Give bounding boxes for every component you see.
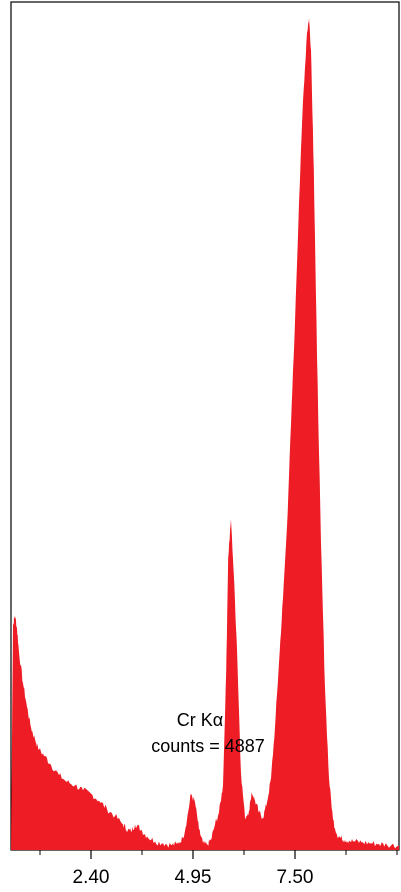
annotation-line-2: counts = 4887 (151, 736, 265, 756)
x-tick-label: 7.50 (277, 867, 314, 888)
series-area (11, 18, 399, 850)
x-tick-label: 4.95 (175, 867, 212, 888)
x-tick-label: 2.40 (73, 867, 110, 888)
annotation-line-1: Cr Kα (177, 710, 223, 730)
x-axis-ticks: 2.40 4.95 7.50 (39, 850, 398, 888)
